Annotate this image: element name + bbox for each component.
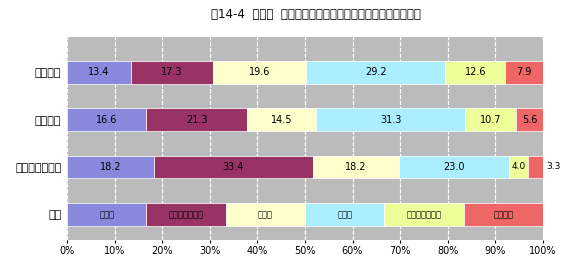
Text: 18.2: 18.2: [345, 162, 367, 172]
Text: 八幡浜・大洲圏: 八幡浜・大洲圏: [407, 210, 442, 219]
Bar: [463, 203, 543, 226]
Bar: [67, 156, 543, 178]
Text: 16.6: 16.6: [96, 115, 117, 125]
Bar: [446, 61, 505, 83]
Bar: [505, 61, 543, 83]
Bar: [67, 61, 543, 83]
Text: 13.4: 13.4: [88, 67, 109, 77]
Bar: [213, 61, 306, 83]
Text: 17.3: 17.3: [161, 67, 183, 77]
Text: 7.9: 7.9: [516, 67, 532, 77]
Text: 31.3: 31.3: [380, 115, 401, 125]
Bar: [509, 156, 528, 178]
Bar: [247, 108, 316, 131]
Bar: [67, 61, 131, 83]
Bar: [154, 156, 313, 178]
Text: 21.3: 21.3: [186, 115, 208, 125]
Bar: [67, 108, 146, 131]
Text: 12.6: 12.6: [465, 67, 486, 77]
Text: 4.0: 4.0: [511, 163, 526, 172]
Text: 3.3: 3.3: [546, 163, 560, 172]
Bar: [67, 203, 146, 226]
Text: 19.6: 19.6: [249, 67, 270, 77]
Text: 23.0: 23.0: [443, 162, 465, 172]
Bar: [528, 156, 543, 178]
Text: 10.7: 10.7: [480, 115, 501, 125]
Bar: [313, 156, 399, 178]
Bar: [306, 61, 446, 83]
Text: 宇摩圏: 宇摩圏: [99, 210, 114, 219]
Bar: [516, 108, 543, 131]
Text: 29.2: 29.2: [365, 67, 386, 77]
Bar: [146, 108, 247, 131]
Bar: [131, 61, 213, 83]
Bar: [225, 203, 305, 226]
Bar: [305, 203, 384, 226]
Text: 新居浜・西条圏: 新居浜・西条圏: [168, 210, 204, 219]
Text: 5.6: 5.6: [522, 115, 537, 125]
Text: 今治圏: 今治圏: [258, 210, 273, 219]
Bar: [67, 108, 543, 131]
Text: 33.4: 33.4: [223, 162, 244, 172]
Bar: [316, 108, 465, 131]
Text: 18.2: 18.2: [99, 162, 121, 172]
Bar: [465, 108, 516, 131]
Bar: [399, 156, 509, 178]
Text: 宇和島圏: 宇和島圏: [493, 210, 513, 219]
Text: 図14-4  圏域別  事業所数、従業者数、製造品出荷額等構成比: 図14-4 圏域別 事業所数、従業者数、製造品出荷額等構成比: [212, 8, 421, 21]
Bar: [384, 203, 463, 226]
Bar: [67, 156, 154, 178]
Bar: [67, 203, 543, 226]
Text: 松山圏: 松山圏: [337, 210, 352, 219]
Bar: [146, 203, 225, 226]
Text: 14.5: 14.5: [271, 115, 293, 125]
